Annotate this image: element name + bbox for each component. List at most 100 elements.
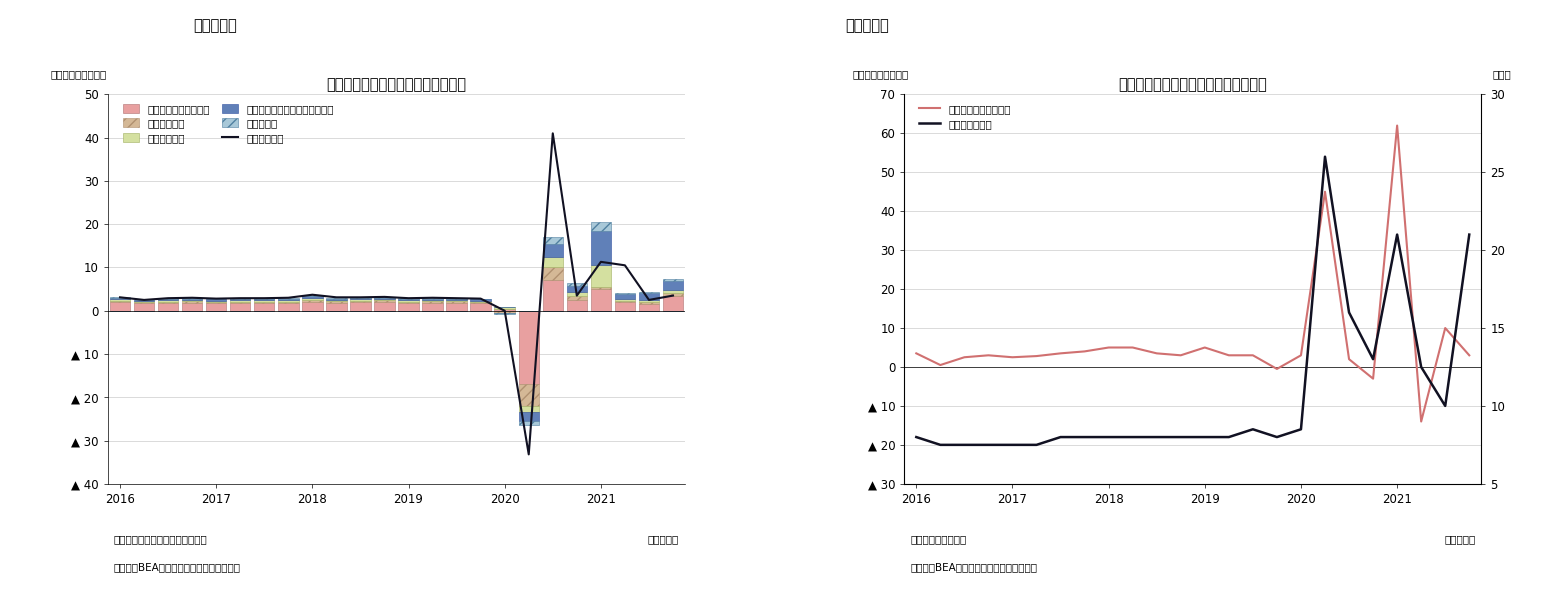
Bar (182, 299, 202, 300)
Bar (375, 301, 395, 311)
Title: 米国の実質個人消費支出（寤与度）: 米国の実質個人消費支出（寤与度） (327, 77, 466, 92)
Bar (157, 303, 179, 311)
Legend: サービス（医療除く）, 医療サービス, 非耕久消費財, 耕久消費財（自動車関連除く）, 自動車関連, 実質個人消費: サービス（医療除く）, 医療サービス, 非耕久消費財, 耕久消費財（自動車関連除… (119, 100, 338, 147)
Bar (302, 296, 322, 298)
Bar (494, 313, 515, 314)
Bar (614, 301, 636, 302)
Bar (230, 298, 250, 299)
Bar (543, 280, 563, 311)
Bar (255, 303, 275, 311)
Bar (350, 298, 370, 300)
Bar (157, 299, 179, 300)
Bar (205, 303, 227, 311)
Bar (663, 293, 684, 296)
Bar (446, 301, 468, 303)
Bar (518, 406, 539, 412)
Bar (591, 289, 611, 311)
Bar (375, 299, 395, 300)
Bar (471, 301, 491, 302)
Bar (423, 303, 443, 311)
Bar (663, 290, 684, 293)
Text: （資料）BEAよりニッセイ基礎研究所作成: （資料）BEAよりニッセイ基礎研究所作成 (910, 562, 1037, 572)
Bar (663, 279, 684, 281)
Bar (110, 298, 130, 300)
Bar (278, 300, 298, 301)
Bar (182, 303, 202, 311)
Bar (518, 421, 539, 425)
Bar (471, 303, 491, 311)
Bar (278, 303, 298, 311)
Text: （前期比年率、％）: （前期比年率、％） (51, 69, 106, 79)
Bar (230, 300, 250, 301)
Bar (255, 298, 275, 299)
Bar (205, 300, 227, 301)
Bar (494, 307, 515, 309)
Bar (543, 257, 563, 267)
Bar (591, 266, 611, 287)
Bar (134, 303, 154, 311)
Bar (543, 267, 563, 280)
Bar (423, 301, 443, 303)
Text: （図表３）: （図表３） (193, 18, 236, 32)
Bar (471, 299, 491, 300)
Bar (350, 297, 370, 298)
Bar (543, 244, 563, 257)
Bar (110, 301, 130, 302)
Bar (423, 298, 443, 299)
Bar (278, 299, 298, 300)
Bar (663, 281, 684, 290)
Bar (494, 309, 515, 311)
Bar (566, 300, 586, 311)
Bar (614, 293, 636, 294)
Bar (398, 301, 418, 303)
Bar (471, 302, 491, 303)
Bar (326, 299, 347, 300)
Bar (230, 303, 250, 311)
Bar (205, 301, 227, 302)
Bar (326, 298, 347, 299)
Text: （％）: （％） (1492, 69, 1512, 79)
Bar (591, 222, 611, 231)
Bar (255, 301, 275, 303)
Bar (398, 298, 418, 299)
Bar (566, 296, 586, 300)
Bar (518, 412, 539, 421)
Bar (398, 299, 418, 300)
Bar (639, 304, 659, 311)
Text: （注）季節調整系列: （注）季節調整系列 (910, 535, 966, 545)
Bar (375, 297, 395, 298)
Title: 米国の実質可処分所得伸び率と貯蓄率: 米国の実質可処分所得伸び率と貯蓄率 (1119, 77, 1267, 92)
Text: （四半期）: （四半期） (648, 535, 679, 545)
Bar (278, 298, 298, 299)
Bar (302, 302, 322, 311)
Bar (494, 311, 515, 313)
Bar (326, 303, 347, 311)
Bar (614, 299, 636, 301)
Bar (134, 301, 154, 302)
Bar (230, 299, 250, 300)
Bar (423, 300, 443, 301)
Bar (639, 293, 659, 300)
Bar (326, 301, 347, 303)
Bar (446, 300, 468, 301)
Bar (446, 298, 468, 299)
Bar (182, 301, 202, 303)
Bar (614, 294, 636, 299)
Bar (639, 292, 659, 293)
Bar (302, 298, 322, 300)
Bar (398, 300, 418, 301)
Bar (157, 301, 179, 303)
Bar (591, 231, 611, 266)
Bar (350, 300, 370, 301)
Bar (302, 295, 322, 296)
Bar (543, 237, 563, 244)
Legend: 実質可処分所得伸び率, 貯蓄率（右軸）: 実質可処分所得伸び率, 貯蓄率（右軸） (915, 100, 1015, 133)
Bar (663, 296, 684, 311)
Bar (614, 302, 636, 311)
Bar (326, 300, 347, 301)
Bar (566, 283, 586, 286)
Bar (639, 302, 659, 304)
Bar (375, 300, 395, 301)
Bar (110, 300, 130, 301)
Bar (110, 302, 130, 311)
